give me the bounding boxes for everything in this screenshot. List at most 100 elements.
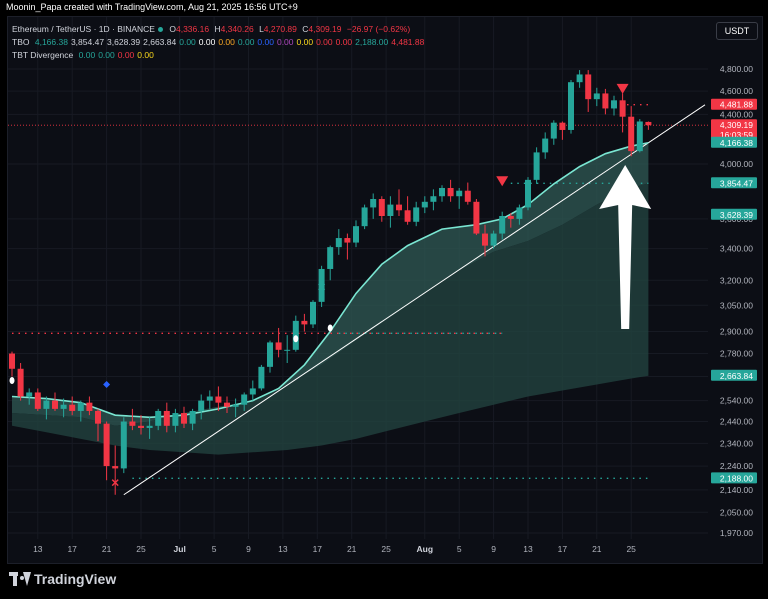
tbo-value-5: 0.00 [198,37,216,47]
candle-body-31 [275,342,282,350]
x-tick-label-3: 25 [136,544,146,554]
y-tick-label-6: 3,200.00 [720,275,753,285]
candle-body-45 [396,204,402,211]
candle-body-3 [34,392,41,409]
candle-body-61 [533,152,540,180]
signal-diamond-marker-1 [103,380,111,388]
candle-body-16 [146,425,153,428]
candle-body-48 [421,201,428,208]
symbol-name: Ethereum / TetherUS · 1D · BINANCE [12,24,155,34]
x-tick-label-9: 21 [347,544,357,554]
candle-body-13 [120,421,127,469]
legend-symbol-row: Ethereum / TetherUS · 1D · BINANCE O4,33… [12,24,413,34]
price-label-bg-6 [711,472,757,484]
signal-x-marker-0 [111,479,119,487]
close-value: 4,309.19 [308,24,342,34]
x-tick-label-11: Aug [417,544,434,554]
candle-body-67 [585,74,592,100]
tbo-value-3: 2,663.84 [143,37,177,47]
x-tick-label-2: 21 [102,544,112,554]
y-tick-label-13: 2,340.00 [720,438,753,448]
x-tick-label-13: 9 [491,544,496,554]
price-label-6: 2,188.00 [720,473,753,483]
candle-body-24 [215,396,222,403]
price-label-2: 4,166.38 [720,138,753,148]
tbo-value-0: 4,166.38 [34,37,68,47]
tradingview-logo-icon [9,572,31,586]
candle-body-57 [499,215,506,234]
y-tick-label-15: 2,140.00 [720,485,753,495]
candle-body-28 [249,388,256,395]
candle-body-38 [335,238,342,248]
credit-bar: Moonin_Papa created with TradingView.com… [0,0,768,16]
open-label: O [169,24,176,34]
currency-button[interactable]: USDT [716,22,758,40]
close-label: C [302,24,309,34]
candle-body-25 [224,402,230,407]
x-tick-label-5: 5 [212,544,217,554]
tbo-value-13: 2,188.00 [355,37,389,47]
y-tick-label-1: 4,600.00 [720,86,753,96]
candle-body-74 [645,121,652,126]
y-tick-label-2: 4,400.00 [720,109,753,119]
signal-triangle-marker-6 [496,176,509,187]
candle-body-17 [155,410,162,426]
tbo-value-9: 0.00 [276,37,294,47]
legend-tbt-row: TBT Divergence 0.00 0.00 0.00 0.00 [12,50,157,60]
x-tick-label-0: 13 [33,544,43,554]
candle-body-41 [361,207,368,227]
candle-body-9 [86,402,93,411]
candle-body-64 [559,122,566,130]
price-label-bg-4 [711,208,757,220]
tbo-value-8: 0.00 [257,37,274,47]
candle-body-47 [413,207,420,222]
signal-dot-marker-3 [293,335,299,343]
candle-body-59 [516,207,523,219]
y-tick-label-9: 2,780.00 [720,349,753,359]
candle-body-5 [52,400,58,409]
candle-body-21 [189,410,196,424]
y-tick-label-11: 2,540.00 [720,396,753,406]
x-tick-label-17: 25 [626,544,636,554]
signal-triangle-marker-7 [616,83,629,94]
price-label-5: 2,663.84 [720,371,753,381]
candle-body-8 [77,402,84,411]
price-label-bg-2 [711,136,757,148]
x-tick-label-10: 25 [381,544,391,554]
price-chart[interactable]: 4,800.004,600.004,400.004,000.003,600.00… [8,17,762,563]
candle-body-4 [43,400,50,409]
tbo-fast-line [11,141,649,419]
candle-body-55 [482,233,488,246]
candle-body-7 [69,404,76,411]
candle-body-69 [602,93,609,109]
candle-body-49 [430,196,437,202]
low-label: L [259,24,264,34]
candle-body-70 [611,100,617,109]
high-value: 4,340.26 [220,24,254,34]
candle-body-10 [95,410,101,424]
candle-body-40 [353,226,359,243]
tradingview-brand: TradingView [9,570,116,588]
price-label-bg-1 [711,119,757,141]
candle-body-2 [26,392,33,397]
y-tick-label-16: 2,050.00 [720,507,753,517]
candle-body-34 [301,320,308,325]
x-tick-label-7: 13 [278,544,288,554]
price-label-1: 4,309.19 [720,120,753,130]
candle-body-52 [456,190,463,197]
x-tick-label-1: 17 [67,544,77,554]
x-tick-label-8: 17 [313,544,323,554]
y-tick-label-5: 3,400.00 [720,244,753,254]
tbo-value-7: 0.00 [237,37,255,47]
y-tick-label-12: 2,440.00 [720,417,753,427]
candle-body-44 [387,204,394,216]
price-label-bg-5 [711,369,757,381]
open-value: 4,336.16 [175,24,210,34]
low-value: 4,270.89 [263,24,297,34]
candle-body-37 [327,247,334,269]
candle-body-19 [172,413,179,426]
chart-panel[interactable]: 4,800.004,600.004,400.004,000.003,600.00… [7,16,763,564]
tbt-value-3: 0.00 [137,50,154,60]
candle-body-51 [447,187,454,197]
y-tick-label-3: 4,000.00 [720,159,753,169]
